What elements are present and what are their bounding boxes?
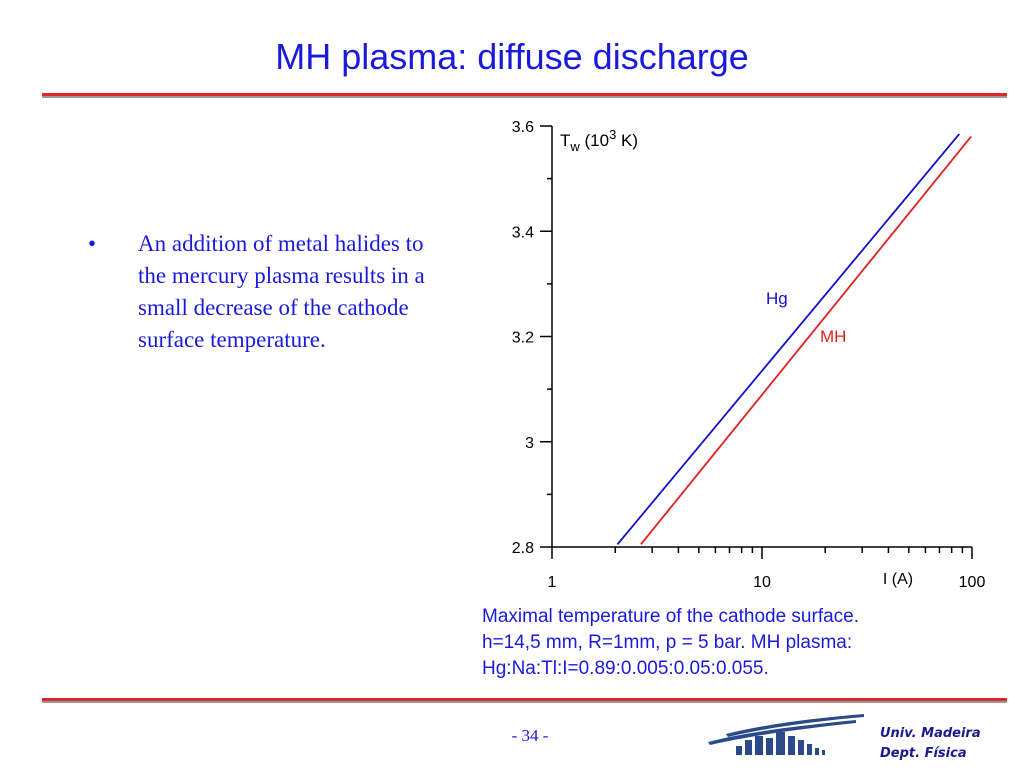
y-tick-label: 3.2 xyxy=(512,330,534,347)
chart-axes: 2.8 3 3.2 3.4 3.6 1 10 100 xyxy=(512,119,986,591)
institution-line-1: Univ. Madeira xyxy=(880,726,981,741)
university-logo-icon xyxy=(708,714,864,755)
caption-line-1: Maximal temperature of the cathode surfa… xyxy=(482,606,860,627)
institution-line-2: Dept. Física xyxy=(880,746,967,761)
y-axis-label: Tw (103 K) xyxy=(560,127,638,154)
caption-line-2: h=14,5 mm, R=1mm, p = 5 bar. MH plasma: xyxy=(482,632,853,653)
bullet-text: An addition of metal halides to the merc… xyxy=(138,231,425,352)
chart-labels: Hg MH Tw (103 K) I (A) xyxy=(560,127,913,588)
x-axis-label: I (A) xyxy=(883,571,913,588)
figure-caption: Maximal temperature of the cathode surfa… xyxy=(482,604,1012,682)
bullet-marker: • xyxy=(88,231,97,256)
y-tick-label: 2.8 xyxy=(512,540,534,557)
x-tick-label: 100 xyxy=(959,574,986,591)
series-line-hg xyxy=(616,133,960,545)
y-tick-label: 3.4 xyxy=(512,224,534,241)
institution-name: Univ. Madeira Dept. Física xyxy=(880,724,981,764)
series-label-hg: Hg xyxy=(766,289,788,308)
y-tick-label: 3 xyxy=(525,435,534,452)
series-line-mh xyxy=(640,135,972,545)
bottom-divider xyxy=(42,698,1007,703)
x-tick-label: 1 xyxy=(548,574,557,591)
series-label-mh: MH xyxy=(820,327,846,346)
slide-title: MH plasma: diffuse discharge xyxy=(275,36,749,77)
y-tick-label: 3.6 xyxy=(512,119,534,136)
caption-line-3: Hg:Na:Tl:I=0.89:0.005:0.05:0.055. xyxy=(482,658,769,679)
page-number: - 34 - xyxy=(511,726,549,745)
chart-series xyxy=(616,133,972,545)
x-tick-label: 10 xyxy=(753,574,771,591)
top-divider xyxy=(42,93,1007,98)
